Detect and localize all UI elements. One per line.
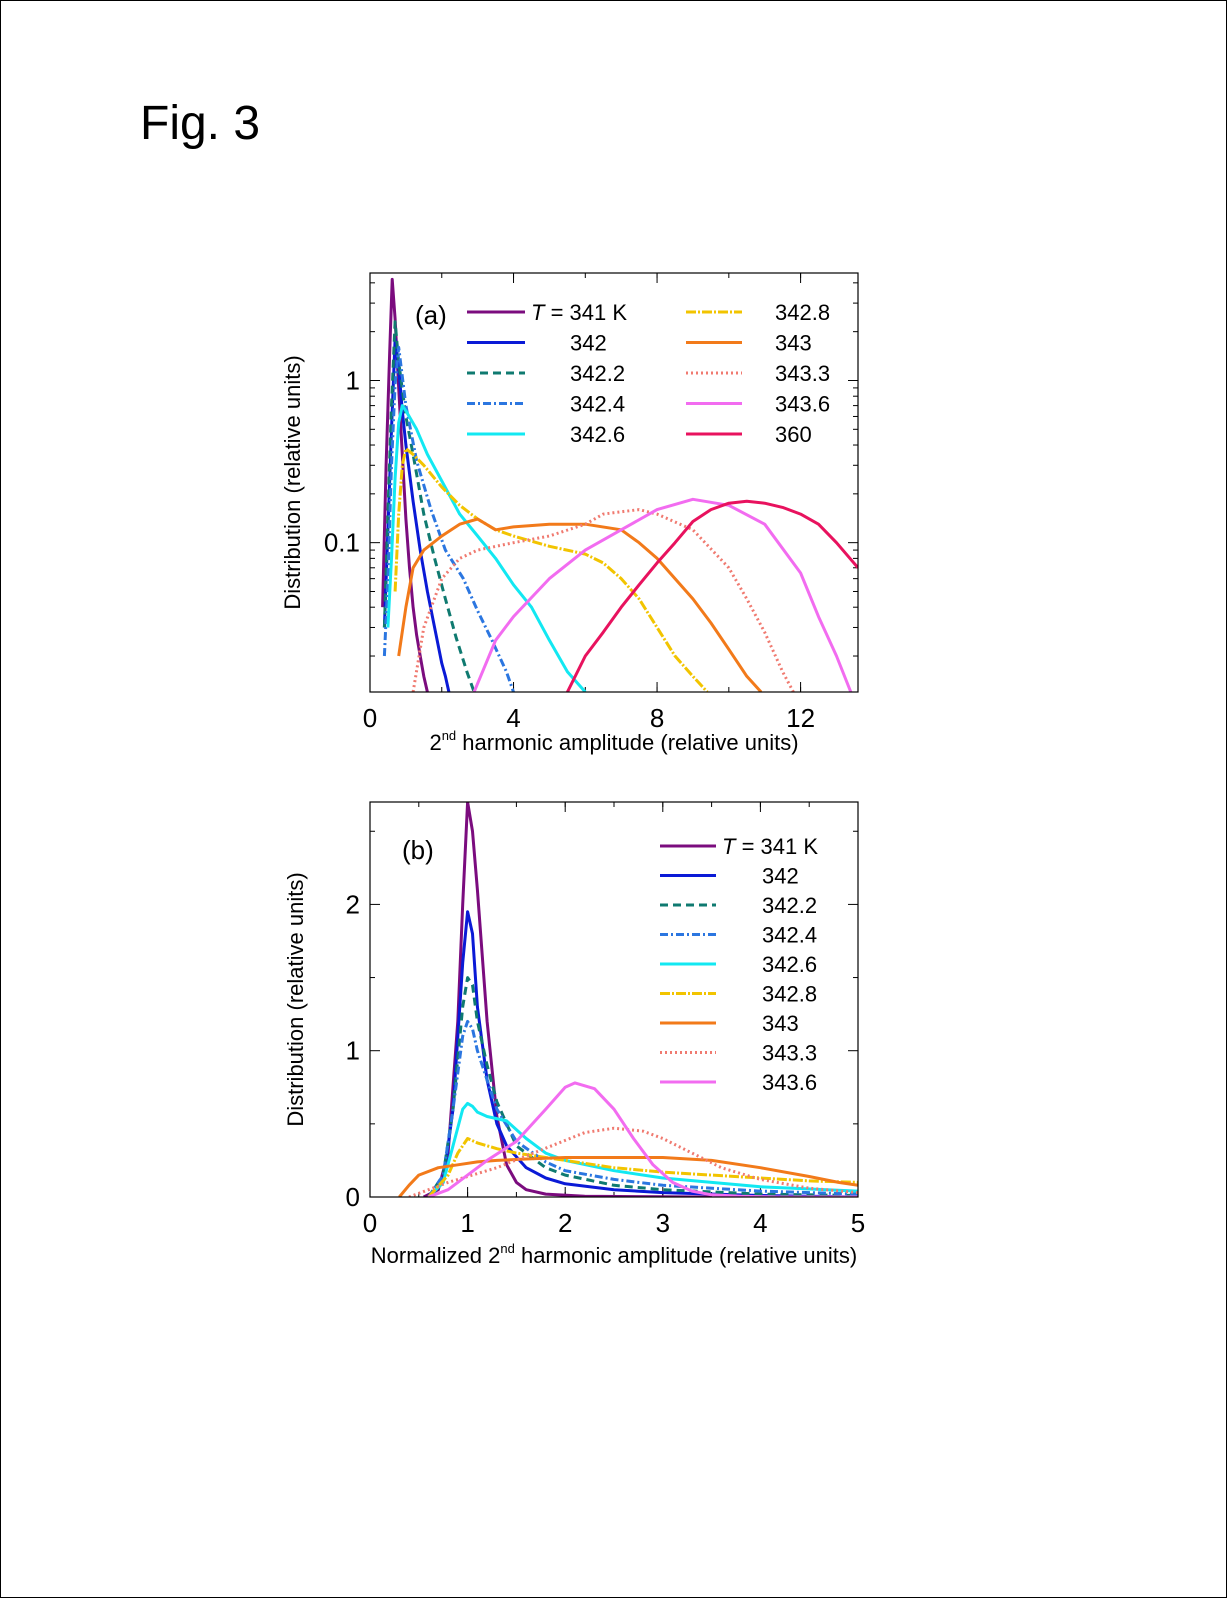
series-line-343-3 <box>411 508 795 692</box>
legend-label: 343.3 <box>775 361 830 386</box>
x-tick-label: 0 <box>363 1208 377 1238</box>
series-line-342-6 <box>386 404 587 692</box>
legend-label: 343.6 <box>775 392 830 417</box>
legend-label: 343.3 <box>762 1041 817 1066</box>
x-axis-label-prefix: Normalized 2 <box>371 1243 501 1268</box>
series-line-342-2 <box>382 320 476 692</box>
series-line-343-3 <box>408 1126 858 1197</box>
legend: T = 341 K 342 342.2 342.4 342.6 342.8 343 343.3… <box>467 300 830 447</box>
x-tick-label: 1 <box>460 1208 474 1238</box>
legend: T = 341 K 342 342.2 342.4 342.6 342.8 343 343.3… <box>660 834 818 1095</box>
figure-label: Fig. 3 <box>140 97 261 150</box>
series-line-342 <box>427 910 858 1197</box>
series-line-341 <box>423 802 712 1197</box>
legend-label: 343 <box>762 1011 799 1036</box>
x-tick-label: 12 <box>786 703 815 733</box>
x-axis-label-sup: nd <box>442 728 456 743</box>
series-line-343 <box>398 1156 858 1197</box>
legend-label: 360 <box>775 422 812 447</box>
legend-label: 342.6 <box>762 952 817 977</box>
legend-label: 342.6 <box>570 422 625 447</box>
legend-label: 342.8 <box>775 300 830 325</box>
series-line-342-6 <box>427 1101 858 1197</box>
legend-label-first: T = 341 K <box>722 834 818 859</box>
series-line-343-6 <box>428 1081 858 1197</box>
x-axis-label-sup: nd <box>500 1241 514 1256</box>
x-tick-label: 4 <box>753 1208 767 1238</box>
legend-label: 342.8 <box>762 982 817 1007</box>
y-axis-label: Distribution (relative units) <box>280 355 305 609</box>
x-axis-label: Normalized 2nd harmonic amplitude (relat… <box>371 1241 857 1268</box>
legend-label-italic: T <box>722 834 737 859</box>
y-tick-label: 0.1 <box>324 528 360 558</box>
legend-label: 343.6 <box>762 1070 817 1095</box>
legend-label-italic: T <box>531 300 546 325</box>
legend-label-rest: = 341 K <box>735 834 818 859</box>
y-tick-label: 0 <box>346 1182 360 1212</box>
series-group <box>398 802 858 1197</box>
series-group <box>381 277 858 692</box>
legend-label: 342.2 <box>570 361 625 386</box>
y-tick-label: 1 <box>346 1036 360 1066</box>
chart-panel-a: 0.1 1 0 4 8 12 (a) Distribution (relative units… <box>280 272 859 755</box>
legend-label: 342.4 <box>570 392 625 417</box>
chart-panel-b: 0 1 2 0 1 2 3 4 5 (b) Distribution (relative units… <box>283 801 865 1268</box>
plot-frame <box>369 272 859 693</box>
x-axis-label-prefix: 2 <box>429 730 441 755</box>
x-axis-label-suffix: harmonic amplitude (relative units) <box>515 1243 857 1268</box>
x-tick-label: 2 <box>558 1208 572 1238</box>
series-line-342-8 <box>393 447 709 692</box>
series-line-360 <box>566 499 858 692</box>
legend-label-rest: = 341 K <box>544 300 627 325</box>
y-tick-label: 2 <box>346 889 360 919</box>
x-axis-label: 2nd harmonic amplitude (relative units) <box>429 728 798 755</box>
legend-label: 342 <box>570 331 607 356</box>
x-tick-label: 5 <box>851 1208 865 1238</box>
panel-label: (b) <box>402 835 434 865</box>
y-axis-label: Distribution (relative units) <box>283 872 308 1126</box>
x-tick-label: 8 <box>650 703 664 733</box>
legend-label-first: T = 341 K <box>531 300 627 325</box>
x-tick-label: 0 <box>363 703 377 733</box>
series-line-342-2 <box>427 976 858 1197</box>
x-tick-label: 4 <box>506 703 520 733</box>
legend-label: 342.4 <box>762 923 817 948</box>
legend-label: 342.2 <box>762 893 817 918</box>
panel-label: (a) <box>415 300 447 330</box>
series-line-343-6 <box>472 497 853 692</box>
x-axis-label-suffix: harmonic amplitude (relative units) <box>456 730 798 755</box>
legend-label: 343 <box>775 331 812 356</box>
legend-label: 342 <box>762 864 799 889</box>
series-line-342-4 <box>427 1019 858 1197</box>
plot-frame <box>369 801 859 1198</box>
y-tick-label: 1 <box>346 365 360 395</box>
x-tick-label: 3 <box>656 1208 670 1238</box>
series-line-342-4 <box>382 345 515 692</box>
series-line-343 <box>397 517 763 692</box>
